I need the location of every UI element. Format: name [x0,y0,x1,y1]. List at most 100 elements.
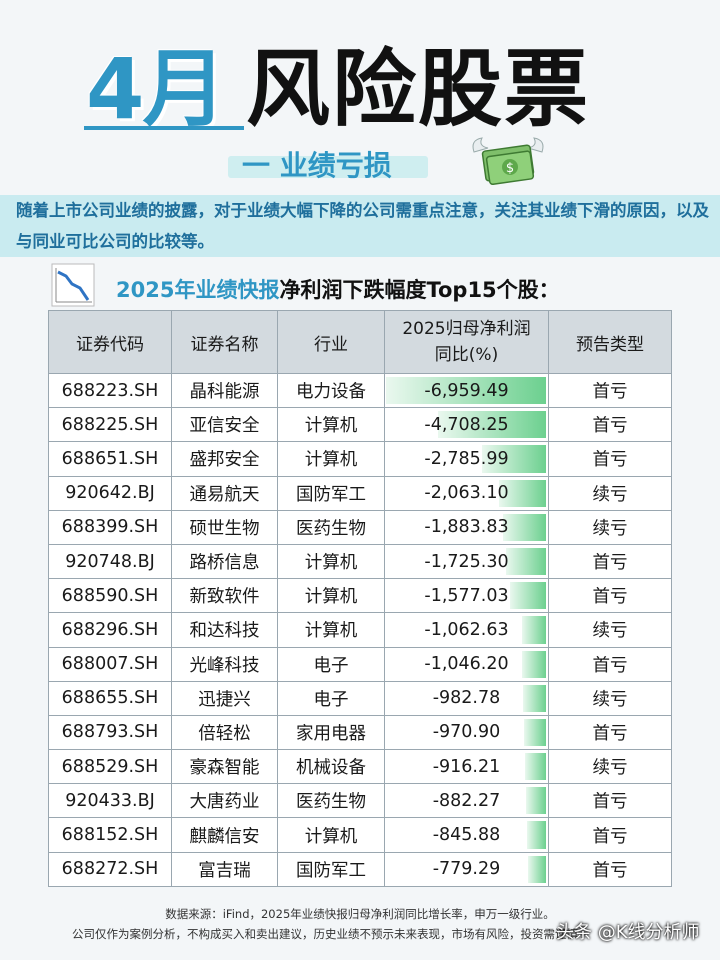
cell-code: 688529.SH [48,749,172,785]
cell-profit-change: -6,959.49 [384,372,549,409]
heading-highlight: 2025年业绩快报 [116,278,280,302]
cell-profit-change: -779.29 [384,851,549,887]
cell-code: 688225.SH [48,407,172,443]
profit-change-bar [498,479,546,507]
col-name-header: 证券名称 [171,310,278,374]
cell-code: 688272.SH [48,851,172,887]
cell-industry: 计算机 [277,441,385,477]
profit-change-bar [525,787,546,815]
table-row: 688272.SH 富吉瑞 国防军工 -779.29 首亏 [48,851,672,887]
cell-industry: 国防军工 [277,475,385,511]
table-row: 688225.SH 亚信安全 计算机 -4,708.25 首亏 [48,407,672,443]
cell-profit-change: -970.90 [384,714,549,751]
col-type-header: 预告类型 [548,310,672,374]
profit-change-bar [521,616,546,644]
cell-profit-change: -2,063.10 [384,475,549,511]
intro-text: 随着上市公司业绩的披露，对于业绩大幅下降的公司需重点注意，关注其业绩下滑的原因，… [0,195,720,257]
cell-industry: 计算机 [277,543,385,580]
cell-industry: 计算机 [277,612,385,648]
col-profit-header-line2: 同比(%) [434,345,499,365]
cell-name: 倍轻松 [171,714,278,751]
cell-code: 920433.BJ [48,783,172,819]
cell-forecast-type: 首亏 [548,817,672,853]
cell-name: 硕世生物 [171,509,278,545]
cell-profit-change: -1,577.03 [384,578,549,614]
profit-change-value: -1,577.03 [424,585,509,606]
profit-change-value: -1,046.20 [424,654,509,675]
profit-change-value: -2,785.99 [424,448,509,469]
profit-change-value: -2,063.10 [424,483,509,504]
watermark: 头条 @K线分析师 [556,922,700,943]
profit-change-bar [437,411,546,439]
profit-change-value: -6,959.49 [424,380,509,401]
cell-industry: 机械设备 [277,749,385,785]
profit-change-bar [523,718,546,747]
profit-change-bar [509,582,546,610]
cell-forecast-type: 续亏 [548,475,672,511]
cell-forecast-type: 续亏 [548,680,672,716]
cell-forecast-type: 续亏 [548,612,672,648]
table-row: 688590.SH 新致软件 计算机 -1,577.03 首亏 [48,578,672,614]
cell-forecast-type: 首亏 [548,578,672,614]
profit-change-value: -1,725.30 [424,551,509,572]
cell-name: 和达科技 [171,612,278,648]
cell-profit-change: -1,725.30 [384,543,549,580]
profit-change-value: -916.21 [432,756,501,777]
cell-profit-change: -982.78 [384,680,549,716]
cell-profit-change: -916.21 [384,749,549,785]
page-title: 4月 风险股票 [0,18,720,138]
profit-change-bar [528,855,546,883]
cell-name: 光峰科技 [171,646,278,682]
col-code-header: 证券代码 [48,310,172,374]
heading-rest: 净利润下跌幅度Top15个股： [279,278,560,302]
col-profit-header-line1: 2025归母净利润 [402,319,531,339]
svg-text:$: $ [506,161,514,176]
disclaimer-note: 公司仅作为案例分析，不构成买入和卖出建议，历史业绩不预示未来表现，市场有风险，投… [72,927,578,941]
profit-change-value: -982.78 [432,688,501,709]
cell-industry: 电子 [277,646,385,682]
table-row: 688529.SH 豪森智能 机械设备 -916.21 续亏 [48,749,672,785]
table-row: 688651.SH 盛邦安全 计算机 -2,785.99 首亏 [48,441,672,477]
cell-industry: 计算机 [277,407,385,443]
cell-code: 688590.SH [48,578,172,614]
table-row: 920748.BJ 路桥信息 计算机 -1,725.30 首亏 [48,543,672,580]
table-header-row: 证券代码 证券名称 行业 2025归母净利润 同比(%) 预告类型 [48,310,672,374]
cell-profit-change: -882.27 [384,783,549,819]
profit-change-bar [523,684,546,712]
title-text: 风险股票 [246,40,591,138]
cell-code: 688223.SH [48,372,172,409]
cell-forecast-type: 首亏 [548,543,672,580]
cell-forecast-type: 首亏 [548,646,672,682]
subtitle-highlight [228,156,428,178]
profit-change-value: -4,708.25 [424,414,509,435]
title-underline [84,126,244,130]
table-row: 688655.SH 迅捷兴 电子 -982.78 续亏 [48,680,672,716]
cell-name: 豪森智能 [171,749,278,785]
cell-industry: 国防军工 [277,851,385,887]
title-month: 4月 [86,40,226,138]
falling-chart-icon [51,263,95,307]
cell-industry: 医药生物 [277,509,385,545]
cell-industry: 家用电器 [277,714,385,751]
cell-forecast-type: 首亏 [548,714,672,751]
col-profit-header: 2025归母净利润 同比(%) [384,310,549,374]
profit-change-bar [386,377,546,405]
table-row: 688223.SH 晶科能源 电力设备 -6,959.49 首亏 [48,372,672,409]
table-row: 688399.SH 硕世生物 医药生物 -1,883.83 续亏 [48,509,672,545]
cell-code: 688296.SH [48,612,172,648]
profit-change-bar [526,821,546,849]
profit-change-value: -970.90 [432,722,501,743]
cell-profit-change: -4,708.25 [384,407,549,443]
cell-industry: 电力设备 [277,372,385,409]
table-row: 688296.SH 和达科技 计算机 -1,062.63 续亏 [48,612,672,648]
cell-code: 688399.SH [48,509,172,545]
cell-code: 688152.SH [48,817,172,853]
cell-forecast-type: 首亏 [548,783,672,819]
cell-industry: 计算机 [277,578,385,614]
profit-change-value: -1,883.83 [424,517,509,538]
profit-change-bar [502,513,546,541]
cell-industry: 计算机 [277,817,385,853]
profit-change-bar [506,547,546,576]
cell-name: 富吉瑞 [171,851,278,887]
subtitle-text: 一 业绩亏损 [242,149,392,182]
